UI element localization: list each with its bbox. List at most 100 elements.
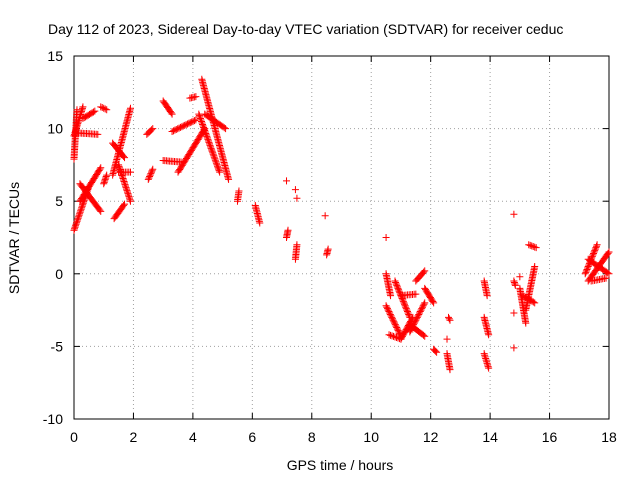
- data-point: [97, 207, 105, 215]
- data-point: [413, 315, 421, 323]
- data-point: [416, 309, 424, 317]
- data-point: [206, 141, 214, 149]
- data-point: [593, 241, 601, 249]
- data-point: [581, 270, 589, 278]
- data-point: [126, 104, 134, 112]
- data-point: [149, 165, 157, 173]
- data-point: [206, 140, 214, 148]
- data-point: [293, 194, 301, 202]
- data-point: [403, 306, 411, 314]
- data-point: [77, 207, 85, 215]
- data-point: [604, 269, 612, 277]
- data-point: [72, 220, 80, 228]
- data-point: [394, 326, 402, 334]
- data-point: [79, 201, 87, 209]
- data-point: [210, 152, 218, 160]
- data-point: [443, 335, 451, 343]
- data-point: [531, 299, 539, 307]
- data-point: [214, 164, 222, 172]
- data-point: [222, 125, 230, 133]
- data-point: [385, 308, 393, 316]
- data-point: [421, 267, 429, 275]
- x-axis-label: GPS time / hours: [287, 457, 394, 473]
- data-point: [148, 126, 156, 134]
- x-tick-label: 4: [189, 429, 197, 445]
- data-point: [591, 247, 599, 255]
- data-point: [485, 331, 493, 339]
- data-point: [421, 299, 429, 307]
- data-point: [420, 300, 428, 308]
- data-point: [198, 119, 206, 127]
- data-point: [212, 159, 220, 167]
- data-point: [528, 242, 536, 250]
- data-point: [208, 146, 216, 154]
- data-point: [395, 287, 403, 295]
- data-point: [235, 187, 243, 195]
- data-point: [71, 225, 79, 233]
- data-point: [324, 245, 332, 253]
- data-point: [590, 248, 598, 256]
- data-point: [510, 210, 518, 218]
- x-tick-label: 12: [423, 429, 439, 445]
- data-point: [395, 286, 403, 294]
- data-point: [220, 124, 228, 132]
- data-point: [591, 245, 599, 253]
- data-point: [391, 321, 399, 329]
- data-point: [389, 316, 397, 324]
- data-point: [196, 113, 204, 121]
- data-point: [418, 303, 426, 311]
- x-tick-label: 18: [601, 429, 617, 445]
- data-point: [207, 144, 215, 152]
- data-point: [510, 309, 518, 317]
- data-point: [419, 302, 427, 310]
- data-point: [446, 316, 454, 324]
- data-point: [94, 130, 102, 138]
- data-point: [382, 302, 390, 310]
- data-point: [203, 132, 211, 140]
- data-point: [121, 154, 129, 162]
- data-point: [284, 226, 292, 234]
- data-point: [582, 268, 590, 276]
- data-point: [145, 174, 153, 182]
- data-point: [525, 241, 533, 249]
- x-tick-label: 10: [363, 429, 379, 445]
- data-point: [73, 217, 81, 225]
- data-point: [100, 104, 108, 112]
- data-point: [283, 177, 291, 185]
- data-point: [385, 331, 393, 339]
- data-point: [148, 167, 156, 175]
- data-point: [199, 122, 207, 130]
- data-point: [103, 171, 111, 179]
- data-point: [202, 129, 210, 137]
- y-tick-label: -5: [51, 338, 64, 354]
- data-point: [592, 244, 600, 252]
- x-tick-label: 14: [482, 429, 498, 445]
- data-point: [208, 147, 216, 155]
- data-point: [73, 219, 81, 227]
- data-point: [412, 316, 420, 324]
- data-point: [387, 312, 395, 320]
- data-point: [75, 211, 83, 219]
- data-point: [584, 264, 592, 272]
- data-point: [394, 284, 402, 292]
- data-point: [483, 292, 491, 300]
- data-point: [387, 292, 395, 300]
- data-points: [70, 75, 613, 374]
- data-point: [200, 125, 208, 133]
- data-point: [75, 213, 83, 221]
- data-point: [485, 364, 493, 372]
- data-point: [293, 241, 301, 249]
- data-point: [211, 156, 219, 164]
- data-point: [205, 138, 213, 146]
- data-point: [391, 319, 399, 327]
- data-point: [97, 164, 105, 172]
- y-tick-label: -10: [43, 411, 63, 427]
- data-point: [256, 219, 264, 227]
- data-point: [413, 313, 421, 321]
- data-point: [402, 303, 410, 311]
- data-point: [384, 306, 392, 314]
- data-point: [402, 305, 410, 313]
- data-point: [149, 125, 157, 133]
- data-point: [96, 206, 104, 214]
- data-point: [79, 103, 87, 111]
